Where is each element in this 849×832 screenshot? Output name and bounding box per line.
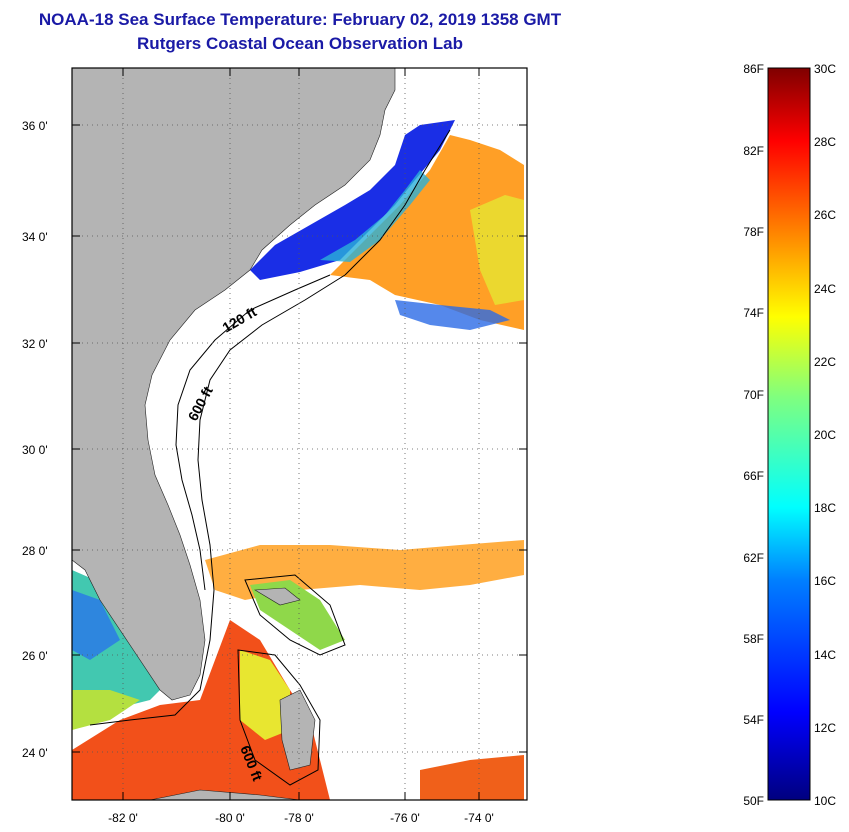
- colorbar-gradient: [767, 67, 811, 801]
- cuba-land: [149, 789, 301, 800]
- contour-120ft: [175, 274, 331, 591]
- colorbar-c-label: 16C: [814, 574, 836, 588]
- contour-bahamas-bank: [244, 574, 346, 656]
- grand-bahama-island: [254, 587, 301, 606]
- scattered-cold-patch: [395, 300, 510, 330]
- lon-label: -78 0': [284, 811, 314, 825]
- lat-label: 34 0': [22, 230, 48, 244]
- lon-label: -80 0': [215, 811, 245, 825]
- gulf-green-water: [72, 690, 140, 730]
- gulf-stream-mid-water: [470, 195, 524, 305]
- andros-island: [279, 689, 316, 771]
- lat-label: 24 0': [22, 746, 48, 760]
- gulf-stream-warm-water: [330, 135, 524, 330]
- contour-600ft: [89, 274, 346, 726]
- map-subtitle: Rutgers Coastal Ocean Observation Lab: [137, 34, 463, 53]
- colorbar-c-label: 20C: [814, 428, 836, 442]
- lon-label: -82 0': [108, 811, 138, 825]
- colorbar-c-label: 30C: [814, 62, 836, 76]
- colorbar-f-label: 74F: [743, 306, 764, 320]
- axis-ticks: [72, 68, 527, 800]
- colorbar-c-label: 24C: [814, 282, 836, 296]
- lon-label: -76 0': [390, 811, 420, 825]
- colorbar-f-label: 70F: [743, 388, 764, 402]
- colorbar-c-label: 28C: [814, 135, 836, 149]
- colorbar-f-label: 66F: [743, 469, 764, 483]
- colorbar-f-label: 58F: [743, 632, 764, 646]
- southeast-warm-water: [420, 755, 524, 800]
- bahamas-yellow-shallows: [240, 650, 290, 740]
- lat-label: 32 0': [22, 337, 48, 351]
- map-title: NOAA-18 Sea Surface Temperature: Februar…: [38, 10, 562, 29]
- temperature-colorbar: 86F 82F 78F 74F 70F 66F 62F 58F 54F 50F …: [743, 62, 836, 808]
- colorbar-f-label: 54F: [743, 713, 764, 727]
- contour-great-bahama-bank: [237, 649, 321, 786]
- colorbar-c-label: 18C: [814, 501, 836, 515]
- colorbar-f-label: 86F: [743, 62, 764, 76]
- colorbar-f-label: 82F: [743, 144, 764, 158]
- gulf-blue-water: [72, 590, 120, 660]
- us-southeast-land: [72, 68, 396, 701]
- colorbar-c-label: 26C: [814, 208, 836, 222]
- colorbar-f-label: 62F: [743, 551, 764, 565]
- colorbar-c-label: 12C: [814, 721, 836, 735]
- colorbar-c-label: 22C: [814, 355, 836, 369]
- cold-shelf-water: [250, 120, 455, 280]
- lat-label: 30 0': [22, 443, 48, 457]
- lat-label: 28 0': [22, 544, 48, 558]
- graticule: [72, 68, 527, 800]
- lat-label: 26 0': [22, 649, 48, 663]
- colorbar-c-label: 14C: [814, 648, 836, 662]
- lat-label: 36 0': [22, 119, 48, 133]
- lon-label: -74 0': [464, 811, 494, 825]
- colorbar-f-label: 78F: [743, 225, 764, 239]
- colorbar-f-label: 50F: [743, 794, 764, 808]
- contour-shelf-ne: [344, 129, 451, 276]
- cool-shelf-edge: [320, 170, 430, 262]
- colorbar-c-label: 10C: [814, 794, 836, 808]
